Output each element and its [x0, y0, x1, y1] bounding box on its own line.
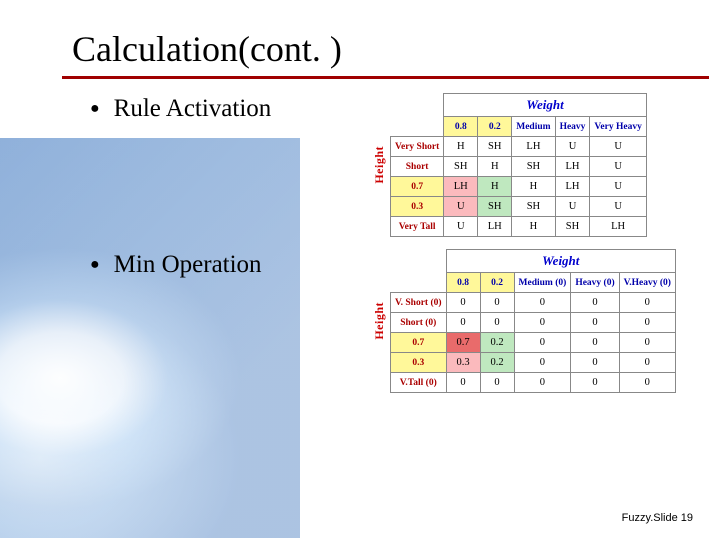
row-header: 0.7 — [391, 177, 444, 197]
table-cell: H — [478, 157, 512, 177]
bullet-text-min-operation: Min Operation — [114, 251, 262, 279]
col-header: Heavy (0) — [571, 273, 619, 293]
col-header: Heavy — [555, 117, 590, 137]
col-header: V.Heavy (0) — [619, 273, 675, 293]
col-header: 0.8 — [444, 117, 478, 137]
bullet-min-operation: ● Min Operation — [72, 249, 372, 279]
row-min-operation: ● Min Operation Height Weight0.80.2Mediu… — [72, 249, 679, 393]
height-label-2: Height — [372, 302, 387, 340]
table-cell: H — [444, 137, 478, 157]
weight-header: Weight — [446, 250, 675, 273]
table-cell: 0 — [514, 333, 571, 353]
table-cell: SH — [444, 157, 478, 177]
table-cell: 0 — [619, 373, 675, 393]
table-cell: 0 — [446, 313, 480, 333]
row-header: 0.3 — [391, 353, 447, 373]
table-cell: 0.7 — [446, 333, 480, 353]
table-cell: SH — [555, 217, 590, 237]
weight-header: Weight — [444, 94, 647, 117]
row-header: V.Tall (0) — [391, 373, 447, 393]
col-header: Very Heavy — [590, 117, 646, 137]
table-cell: 0.2 — [480, 353, 514, 373]
slide-body: Calculation(cont. ) ● Rule Activation He… — [0, 0, 717, 538]
table-cell: 0 — [619, 293, 675, 313]
table-cell: LH — [478, 217, 512, 237]
row-header: 0.7 — [391, 333, 447, 353]
table-cell: H — [478, 177, 512, 197]
table-cell: 0 — [514, 353, 571, 373]
col-header: 0.8 — [446, 273, 480, 293]
table-cell: 0 — [480, 293, 514, 313]
table-cell: 0.3 — [446, 353, 480, 373]
col-header: 0.2 — [478, 117, 512, 137]
table-cell: 0 — [514, 293, 571, 313]
table-cell: LH — [512, 137, 555, 157]
bullet-glyph: ● — [90, 251, 100, 279]
col-header: 0.2 — [480, 273, 514, 293]
table-cell: LH — [555, 177, 590, 197]
table-cell: 0 — [446, 373, 480, 393]
min-operation-table: Weight0.80.2Medium (0)Heavy (0)V.Heavy (… — [390, 249, 676, 393]
table-cell: SH — [478, 197, 512, 217]
table-cell: 0.2 — [480, 333, 514, 353]
row-header: Short — [391, 157, 444, 177]
table-cell: U — [555, 197, 590, 217]
title-rule — [62, 76, 709, 79]
table-cell: 0 — [619, 333, 675, 353]
page-title: Calculation(cont. ) — [72, 28, 679, 70]
table-cell: 0 — [480, 373, 514, 393]
row-header: 0.3 — [391, 197, 444, 217]
table-cell: SH — [512, 197, 555, 217]
col-header: Medium — [512, 117, 555, 137]
table-cell: 0 — [619, 313, 675, 333]
table-cell: U — [444, 217, 478, 237]
table-cell: U — [590, 157, 646, 177]
row-rule-activation: ● Rule Activation Height Weight0.80.2Med… — [72, 93, 679, 237]
table-cell: U — [444, 197, 478, 217]
table-cell: 0 — [514, 313, 571, 333]
row-header: V. Short (0) — [391, 293, 447, 313]
table-cell: SH — [512, 157, 555, 177]
table-cell: H — [512, 217, 555, 237]
row-header: Short (0) — [391, 313, 447, 333]
row-header: Very Short — [391, 137, 444, 157]
bullet-text-rule-activation: Rule Activation — [114, 95, 272, 123]
table-cell: LH — [555, 157, 590, 177]
table-cell: U — [590, 177, 646, 197]
row-header: Very Tall — [391, 217, 444, 237]
table-cell: 0 — [571, 293, 619, 313]
slide-footer: Fuzzy.Slide 19 — [622, 512, 693, 524]
table-cell: LH — [444, 177, 478, 197]
table-cell: U — [590, 197, 646, 217]
table-cell: 0 — [619, 353, 675, 373]
table-cell: LH — [590, 217, 646, 237]
rule-activation-table: Weight0.80.2MediumHeavyVery Heavy Very Sh… — [390, 93, 647, 237]
table1-wrap: Height Weight0.80.2MediumHeavyVery Heavy… — [372, 93, 647, 237]
col-header: Medium (0) — [514, 273, 571, 293]
height-label-1: Height — [372, 146, 387, 184]
table2-wrap: Height Weight0.80.2Medium (0)Heavy (0)V.… — [372, 249, 676, 393]
table-cell: U — [555, 137, 590, 157]
table-cell: 0 — [571, 353, 619, 373]
table-cell: 0 — [514, 373, 571, 393]
table-cell: 0 — [446, 293, 480, 313]
table-cell: H — [512, 177, 555, 197]
table-cell: 0 — [571, 373, 619, 393]
table-cell: SH — [478, 137, 512, 157]
table-cell: U — [590, 137, 646, 157]
table-cell: 0 — [571, 333, 619, 353]
bullet-rule-activation: ● Rule Activation — [72, 93, 372, 123]
bullet-glyph: ● — [90, 95, 100, 123]
table-cell: 0 — [480, 313, 514, 333]
table-cell: 0 — [571, 313, 619, 333]
